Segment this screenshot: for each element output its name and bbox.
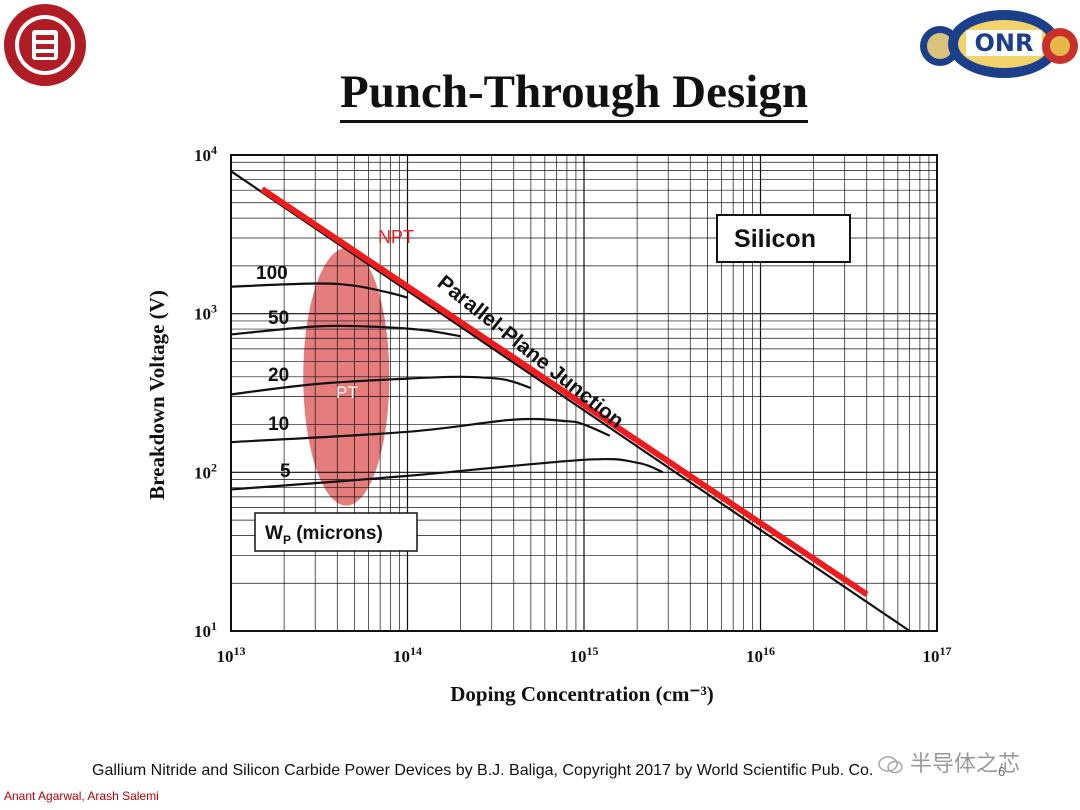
curve-label-5: 5 bbox=[280, 461, 291, 482]
watermark-text: 半导体之芯 bbox=[910, 751, 1021, 776]
curve-label-50: 50 bbox=[268, 308, 289, 329]
y-tick-label: 101 bbox=[194, 619, 217, 641]
series-line-20 bbox=[230, 375, 532, 396]
curve-label-20: 20 bbox=[268, 365, 289, 386]
junction-label: Parallel-Plane Junction bbox=[433, 271, 628, 433]
npt-label: NPT bbox=[378, 227, 414, 247]
svg-text:ONR: ONR bbox=[975, 29, 1034, 57]
y-tick-label: 104 bbox=[194, 143, 217, 165]
wechat-icon bbox=[878, 756, 903, 774]
citation-footer: Gallium Nitride and Silicon Carbide Powe… bbox=[92, 762, 874, 779]
wp-legend-box bbox=[254, 512, 418, 552]
x-tick-label: 1016 bbox=[746, 644, 775, 666]
series-line-npt bbox=[260, 186, 869, 597]
series-line-50 bbox=[230, 324, 461, 338]
plot-frame bbox=[230, 154, 938, 632]
authors-footer: Anant Agarwal, Arash Salemi bbox=[4, 789, 159, 803]
y-tick-label: 102 bbox=[194, 460, 217, 482]
silicon-box bbox=[716, 214, 851, 263]
series-line-100 bbox=[230, 282, 408, 299]
slide-title: Punch-Through Design bbox=[340, 64, 808, 123]
pt-label: PT bbox=[336, 383, 358, 402]
watermark: 半导体之芯 bbox=[878, 746, 1020, 778]
y-tick-label: 103 bbox=[194, 302, 217, 324]
x-tick-label: 1017 bbox=[923, 644, 952, 666]
curve-label-10: 10 bbox=[268, 414, 289, 435]
series-line-parallel-plane-junction bbox=[230, 170, 911, 632]
x-axis-label: Doping Concentration (cm⁻³) bbox=[450, 682, 714, 706]
silicon-label: Silicon bbox=[734, 225, 816, 253]
page-number: 6 bbox=[998, 764, 1006, 779]
series-line-10 bbox=[230, 417, 611, 444]
x-tick-label: 1014 bbox=[393, 644, 422, 666]
wp-legend-label: WP (microns) bbox=[265, 523, 383, 547]
series-line-5 bbox=[230, 457, 664, 491]
x-tick-label: 1015 bbox=[570, 644, 599, 666]
y-axis-label: Breakdown Voltage (V) bbox=[145, 290, 169, 500]
onr-navy-logo: ONR bbox=[920, 10, 1078, 78]
ohio-state-seal-logo bbox=[4, 4, 86, 86]
curve-label-100: 100 bbox=[256, 263, 288, 284]
x-tick-label: 1013 bbox=[217, 644, 246, 666]
